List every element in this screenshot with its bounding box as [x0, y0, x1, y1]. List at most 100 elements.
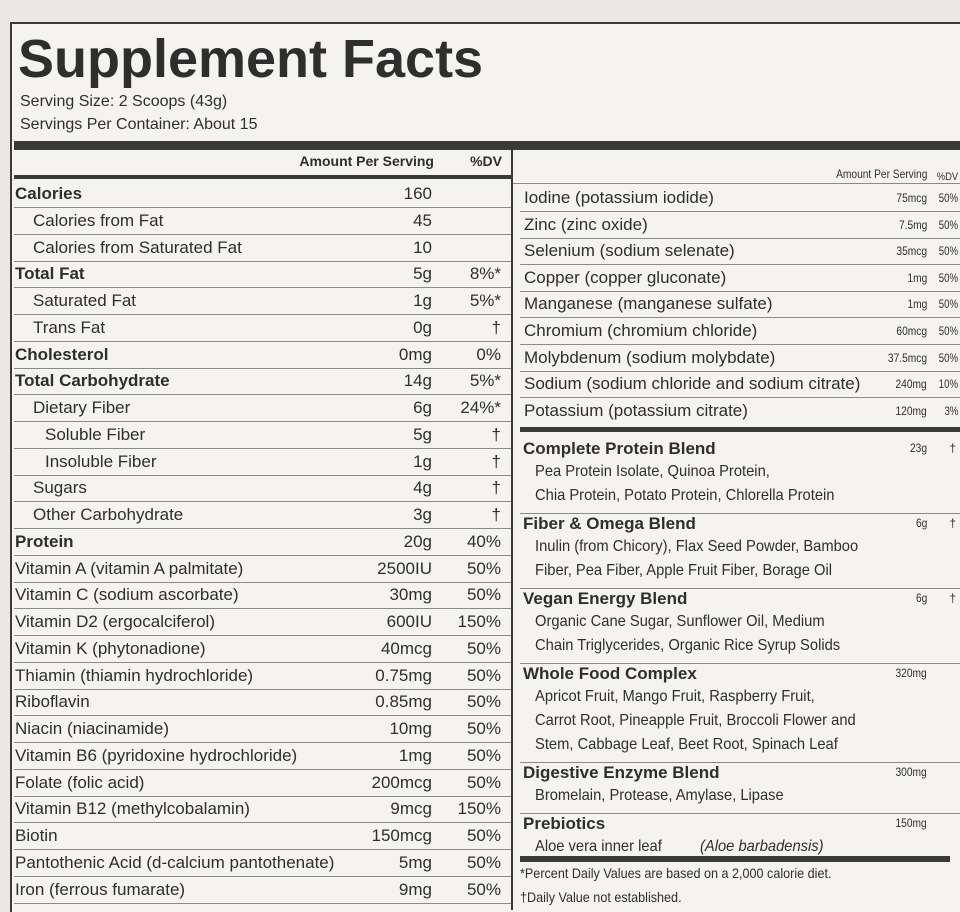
nutrient-amount: 1mg: [398, 745, 432, 765]
nutrient-name: Thiamin (thiamin hydrochloride): [15, 665, 254, 685]
row-rule: [520, 237, 960, 239]
nutrient-name: Calories: [15, 184, 83, 203]
header-amount: Amount Per Serving: [299, 153, 434, 169]
blend-amount: 150mg: [895, 816, 927, 830]
nutrient-dv: 50%: [938, 217, 958, 232]
row-rule: [14, 661, 511, 663]
nutrient-dv: 50%: [466, 665, 501, 685]
nutrient-dv: 50%: [466, 879, 501, 899]
nutrient-amount: 0g: [413, 317, 432, 337]
row-rule: [14, 768, 511, 770]
nutrient-name: Calories from Saturated Fat: [33, 237, 242, 257]
blend-name: Digestive Enzyme Blend: [523, 763, 720, 782]
nutrient-amount: 9mg: [398, 879, 432, 899]
nutrient-amount: 240mg: [895, 377, 927, 392]
nutrient-name: Soluble Fiber: [45, 424, 146, 444]
nutrient-dv: 8%*: [469, 264, 501, 284]
footnote: †Daily Value not established.: [520, 889, 682, 905]
nutrient-name: Riboflavin: [15, 692, 90, 712]
nutrient-amount: 160: [403, 184, 432, 203]
nutrient-dv: 50%: [938, 270, 958, 285]
nutrient-amount: 1g: [413, 291, 432, 310]
row-rule: [520, 317, 960, 319]
column-divider: [511, 150, 513, 910]
blend-dv: †: [949, 591, 956, 605]
nutrient-name: Cholesterol: [15, 344, 109, 364]
blend-rule: [520, 663, 960, 664]
nutrient-name: Iron (ferrous fumarate): [15, 879, 186, 899]
section-bar: [520, 427, 960, 432]
ingredient-line: Inulin (from Chicory), Flax Seed Powder,…: [535, 538, 859, 555]
blend-dv: †: [949, 516, 956, 530]
nutrient-amount: 5g: [413, 264, 432, 284]
nutrient-name: Vitamin B12 (methylcobalamin): [15, 799, 250, 819]
nutrient-amount: 10: [413, 237, 432, 257]
nutrient-dv: †: [491, 451, 501, 471]
nutrient-dv: 50%: [466, 745, 501, 765]
nutrient-name: Sodium (sodium chloride and sodium citra…: [524, 374, 861, 394]
row-rule: [14, 260, 511, 262]
nutrient-name: Calories from Fat: [33, 210, 164, 230]
row-rule: [14, 608, 511, 610]
blend-rule: [520, 762, 960, 763]
nutrient-amount: 75mcg: [896, 191, 927, 205]
row-rule: [14, 394, 511, 396]
nutrient-dv: 3%: [944, 403, 958, 418]
serving-size: Serving Size: 2 Scoops (43g): [20, 93, 228, 110]
nutrient-dv: 50%: [466, 638, 501, 658]
nutrient-amount: 600IU: [386, 612, 432, 631]
nutrient-amount: 2500IU: [377, 558, 432, 578]
ingredient-line: Chain Triglycerides, Organic Rice Syrup …: [535, 637, 841, 654]
header-dv: %DV: [936, 171, 958, 183]
nutrient-name: Total Carbohydrate: [15, 371, 170, 391]
nutrient-amount: 0.75mg: [375, 665, 432, 685]
nutrient-name: Vitamin K (phytonadione): [15, 638, 206, 658]
row-rule: [520, 370, 960, 372]
row-rule: [14, 447, 511, 449]
nutrient-dv: 150%: [457, 612, 501, 631]
header-amount: Amount Per Serving: [835, 167, 927, 181]
nutrient-dv: 0%: [476, 344, 501, 364]
nutrient-amount: 3g: [413, 505, 432, 524]
nutrient-name: Protein: [15, 531, 74, 551]
nutrient-name: Selenium (sodium selenate): [524, 241, 735, 261]
nutrient-dv: 50%: [938, 324, 958, 338]
ingredient-line: Pea Protein Isolate, Quinoa Protein,: [535, 463, 770, 480]
row-rule: [14, 233, 511, 235]
row-rule: [14, 822, 511, 824]
nutrient-dv: 50%: [466, 852, 501, 872]
nutrient-amount: 150mcg: [371, 826, 432, 845]
top-bar: [14, 141, 960, 150]
servings-per-container: Servings Per Container: About 15: [20, 116, 258, 133]
row-rule: [14, 742, 511, 743]
row-rule: [14, 635, 511, 636]
nutrient-amount: 7.5mg: [898, 217, 927, 232]
ingredient-line: Organic Cane Sugar, Sunflower Oil, Mediu…: [535, 613, 825, 630]
ingredient-line: Bromelain, Protease, Amylase, Lipase: [535, 787, 784, 804]
row-rule: [14, 367, 511, 369]
nutrient-dv: †: [491, 505, 501, 524]
row-rule: [14, 554, 511, 556]
nutrient-amount: 60mcg: [896, 324, 927, 338]
ingredient-line: Fiber, Pea Fiber, Apple Fruit Fiber, Bor…: [535, 562, 833, 579]
nutrient-amount: 35mcg: [896, 244, 927, 259]
nutrient-dv: 40%: [466, 531, 501, 551]
footer-bar: [520, 856, 950, 862]
blend-amount: 320mg: [895, 666, 927, 680]
footnote: *Percent Daily Values are based on a 2,0…: [520, 865, 832, 881]
nutrient-name: Copper (copper gluconate): [524, 267, 727, 287]
nutrient-dv: 50%: [466, 826, 501, 845]
nutrient-dv: 150%: [457, 799, 501, 819]
nutrient-amount: 6g: [413, 398, 432, 417]
nutrient-amount: 0.85mg: [375, 692, 432, 712]
nutrient-dv: 5%*: [469, 371, 501, 391]
nutrient-name: Manganese (manganese sulfate): [524, 294, 773, 314]
nutrient-name: Chromium (chromium chloride): [524, 321, 758, 340]
nutrient-name: Folate (folic acid): [15, 772, 145, 792]
nutrient-name: Other Carbohydrate: [33, 505, 184, 524]
nutrient-name: Iodine (potassium iodide): [524, 188, 714, 207]
nutrient-amount: 4g: [413, 478, 432, 498]
nutrient-name: Insoluble Fiber: [45, 451, 157, 471]
nutrient-amount: 37.5mcg: [887, 350, 927, 365]
nutrient-name: Trans Fat: [33, 317, 106, 337]
